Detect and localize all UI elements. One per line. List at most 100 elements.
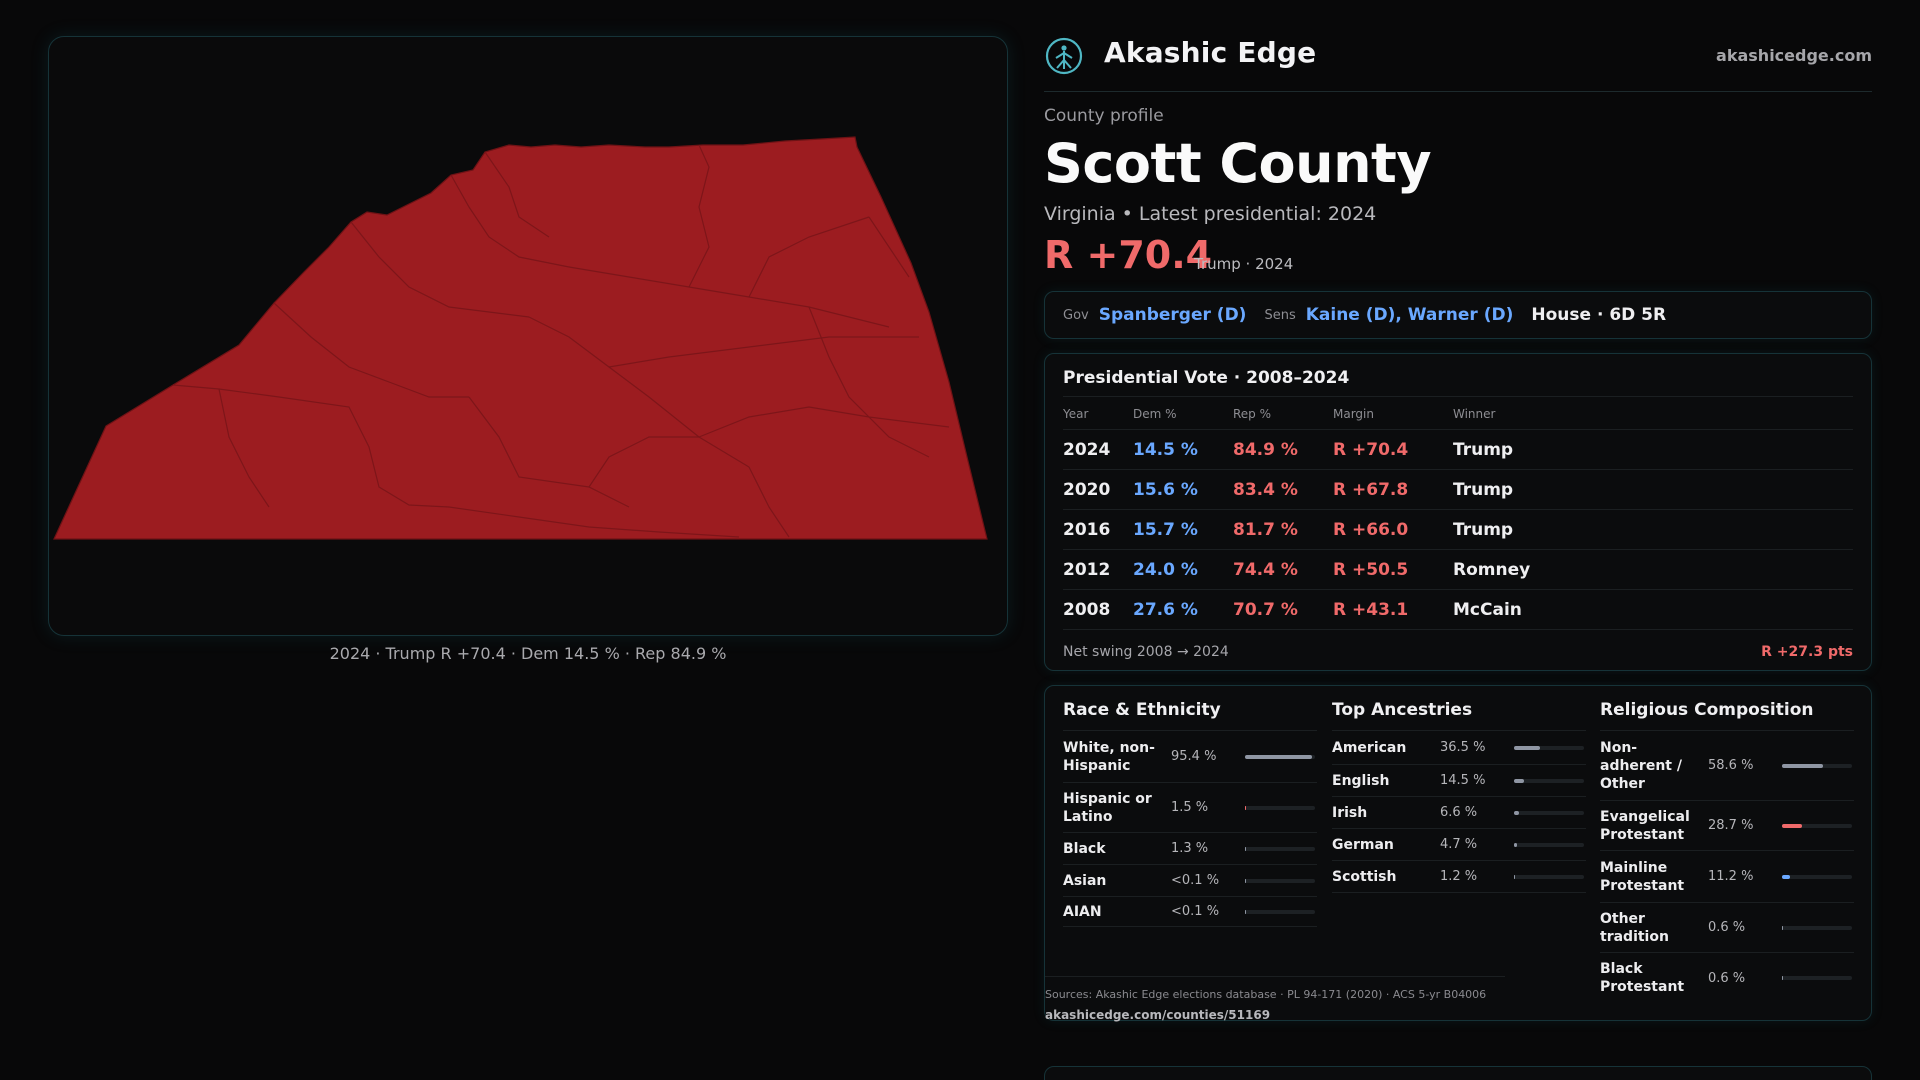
ancestry-bar: [1514, 842, 1584, 847]
sources-text: Sources: Akashic Edge elections database…: [1045, 988, 1487, 1001]
cell-winner: Trump: [1453, 509, 1853, 550]
net-swing-value: R +27.3 pts: [1761, 644, 1853, 660]
ancestry-bar: [1514, 778, 1584, 783]
race-value: 1.5 %: [1171, 800, 1209, 815]
ancestry-label: English: [1332, 772, 1390, 789]
religion-value: 0.6 %: [1708, 970, 1746, 986]
race-value: 1.3 %: [1171, 841, 1209, 856]
page-kicker: County profile: [1044, 106, 1164, 126]
list-item: Non-adherent / Other 58.6 %: [1600, 731, 1854, 801]
religion-bar-fill: [1782, 823, 1803, 828]
cell-year: 2012: [1063, 549, 1133, 590]
ancestry-bar: [1514, 874, 1584, 879]
ancestry-label: German: [1332, 836, 1394, 853]
net-swing-label: Net swing 2008 → 2024: [1063, 644, 1229, 660]
list-item: Black Protestant 0.6 %: [1600, 953, 1854, 1003]
race-label: White, non-Hispanic: [1063, 739, 1155, 774]
col-header-rep: Rep %: [1233, 396, 1333, 430]
list-item: English 14.5 %: [1332, 765, 1586, 797]
cell-year: 2020: [1063, 469, 1133, 510]
race-label: Black: [1063, 840, 1106, 857]
race-bar-fill: [1245, 805, 1247, 810]
ancestry-label: Irish: [1332, 804, 1368, 821]
cell-margin: R +70.4: [1333, 429, 1453, 470]
religion-bar: [1782, 976, 1852, 980]
race-value: 95.4 %: [1171, 749, 1217, 764]
table-row: 2012 24.0 % 74.4 % R +50.5 Romney: [1063, 549, 1853, 590]
county-map-panel[interactable]: [48, 36, 1008, 636]
precinct-lines: [172, 144, 950, 538]
margin-note: Trump · 2024: [1194, 255, 1294, 273]
col-header-winner: Winner: [1453, 396, 1853, 430]
akashic-edge-logo-icon[interactable]: [1044, 36, 1084, 76]
cell-rep: 74.4 %: [1233, 549, 1333, 590]
margin-value: R +70.4: [1044, 233, 1213, 277]
cell-year: 2016: [1063, 509, 1133, 550]
religion-column: Religious Composition Non-adherent / Oth…: [1600, 700, 1854, 1003]
ancestry-bar-fill: [1514, 842, 1518, 847]
gov-value-link[interactable]: Spanberger (D): [1098, 305, 1247, 325]
religion-bar: [1782, 925, 1852, 930]
cell-margin: R +50.5: [1333, 549, 1453, 590]
list-item: Irish 6.6 %: [1332, 797, 1586, 829]
religion-title: Religious Composition: [1600, 700, 1854, 731]
race-bar: [1245, 909, 1315, 914]
list-item: Asian <0.1 %: [1063, 865, 1317, 897]
religion-value: 28.7 %: [1708, 818, 1754, 833]
list-item: Scottish 1.2 %: [1332, 861, 1586, 893]
net-swing-row: Net swing 2008 → 2024 R +27.3 pts: [1063, 644, 1853, 660]
list-item: American 36.5 %: [1332, 731, 1586, 765]
list-item: Hispanic or Latino 1.5 %: [1063, 783, 1317, 833]
list-item: Black 1.3 %: [1063, 833, 1317, 865]
religion-label: Non-adherent / Other: [1600, 739, 1682, 792]
race-value: <0.1 %: [1171, 873, 1220, 888]
cell-dem: 15.6 %: [1133, 469, 1233, 510]
brand-url-link[interactable]: akashicedge.com: [1716, 46, 1872, 65]
map-caption: 2024 · Trump R +70.4 · Dem 14.5 % · Rep …: [329, 644, 727, 663]
ancestry-value: 1.2 %: [1440, 869, 1478, 884]
house-delegation: House · 6D 5R: [1531, 305, 1667, 325]
ancestry-value: 14.5 %: [1440, 773, 1486, 788]
cell-winner: Romney: [1453, 549, 1853, 590]
race-bar: [1245, 754, 1315, 759]
cell-margin: R +67.8: [1333, 469, 1453, 510]
brand-name[interactable]: Akashic Edge: [1104, 36, 1317, 69]
race-label: Asian: [1063, 872, 1107, 889]
cell-rep: 81.7 %: [1233, 509, 1333, 550]
religion-label: Black Protestant: [1600, 961, 1685, 995]
sens-label: Sens: [1264, 307, 1296, 323]
col-header-year: Year: [1063, 396, 1133, 430]
religion-bar-fill: [1782, 976, 1784, 980]
list-item: Other tradition 0.6 %: [1600, 903, 1854, 953]
race-ethnicity-column: Race & Ethnicity White, non-Hispanic 95.…: [1063, 700, 1317, 927]
table-row: 2008 27.6 % 70.7 % R +43.1 McCain: [1063, 589, 1853, 630]
religion-label: Evangelical Protestant: [1600, 808, 1690, 843]
list-item: AIAN <0.1 %: [1063, 897, 1317, 927]
race-label: AIAN: [1063, 903, 1102, 920]
race-bar-fill: [1245, 878, 1247, 883]
ancestry-bar-fill: [1514, 778, 1525, 783]
county-subline: Virginia • Latest presidential: 2024: [1044, 203, 1377, 225]
race-label: Hispanic or Latino: [1063, 790, 1152, 825]
list-item: Evangelical Protestant 28.7 %: [1600, 801, 1854, 851]
cell-dem: 14.5 %: [1133, 429, 1233, 470]
ancestry-bar-fill: [1514, 810, 1519, 815]
sources-url-link[interactable]: akashicedge.com/counties/51169: [1045, 1008, 1271, 1022]
cell-rep: 83.4 %: [1233, 469, 1333, 510]
race-bar: [1245, 878, 1315, 883]
ancestry-value: 6.6 %: [1440, 805, 1478, 820]
sens-value-link[interactable]: Kaine (D), Warner (D): [1305, 305, 1514, 325]
religion-bar: [1782, 874, 1852, 879]
cell-rep: 70.7 %: [1233, 589, 1333, 630]
cell-rep: 84.9 %: [1233, 429, 1333, 470]
religion-label: Mainline Protestant: [1600, 859, 1685, 894]
col-header-margin: Margin: [1333, 396, 1453, 430]
cell-year: 2024: [1063, 429, 1133, 470]
county-map[interactable]: [49, 37, 1008, 636]
cell-winner: McCain: [1453, 589, 1853, 630]
table-row: 2016 15.7 % 81.7 % R +66.0 Trump: [1063, 509, 1853, 550]
county-shape[interactable]: [53, 136, 988, 540]
ancestry-bar: [1514, 810, 1584, 815]
col-header-dem: Dem %: [1133, 396, 1233, 430]
religion-bar-fill: [1782, 874, 1790, 879]
